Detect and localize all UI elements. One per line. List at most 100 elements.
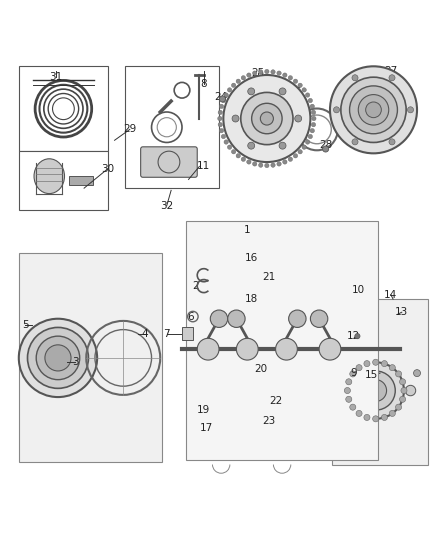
Ellipse shape bbox=[34, 159, 64, 193]
Circle shape bbox=[253, 161, 257, 166]
Circle shape bbox=[396, 404, 402, 410]
Bar bbox=[125, 66, 219, 188]
Circle shape bbox=[236, 79, 240, 83]
Circle shape bbox=[227, 145, 232, 149]
Circle shape bbox=[258, 70, 263, 74]
Circle shape bbox=[247, 73, 251, 77]
Bar bbox=[19, 151, 108, 210]
Circle shape bbox=[311, 110, 316, 115]
Circle shape bbox=[330, 66, 417, 154]
Circle shape bbox=[356, 365, 362, 370]
Circle shape bbox=[221, 99, 226, 103]
Circle shape bbox=[312, 116, 316, 120]
Circle shape bbox=[364, 414, 370, 421]
Circle shape bbox=[399, 396, 406, 402]
Text: 19: 19 bbox=[197, 405, 210, 415]
Circle shape bbox=[288, 76, 293, 80]
Circle shape bbox=[389, 139, 395, 145]
Circle shape bbox=[366, 102, 381, 118]
Circle shape bbox=[344, 387, 350, 393]
Circle shape bbox=[237, 338, 258, 360]
Circle shape bbox=[310, 104, 314, 109]
Text: 17: 17 bbox=[199, 423, 212, 433]
Circle shape bbox=[247, 160, 251, 164]
Circle shape bbox=[405, 385, 416, 396]
Circle shape bbox=[271, 163, 275, 167]
Text: 21: 21 bbox=[262, 272, 276, 282]
Text: 5: 5 bbox=[22, 320, 28, 330]
Text: 26: 26 bbox=[289, 87, 302, 98]
Circle shape bbox=[365, 379, 387, 401]
Circle shape bbox=[219, 96, 226, 102]
Circle shape bbox=[381, 414, 388, 421]
Circle shape bbox=[218, 116, 222, 120]
Circle shape bbox=[219, 128, 224, 133]
Text: 8: 8 bbox=[201, 79, 207, 88]
Text: 23: 23 bbox=[262, 416, 276, 426]
Circle shape bbox=[389, 75, 395, 81]
Text: 25: 25 bbox=[251, 68, 265, 78]
Circle shape bbox=[45, 345, 71, 371]
Circle shape bbox=[279, 142, 286, 149]
Circle shape bbox=[218, 110, 223, 115]
Circle shape bbox=[401, 387, 407, 393]
Circle shape bbox=[219, 104, 224, 109]
Text: 22: 22 bbox=[269, 397, 282, 407]
Circle shape bbox=[350, 86, 397, 134]
Circle shape bbox=[346, 396, 352, 402]
Text: 20: 20 bbox=[254, 364, 267, 374]
Circle shape bbox=[298, 150, 302, 154]
Circle shape bbox=[310, 128, 314, 133]
Circle shape bbox=[396, 371, 402, 377]
Circle shape bbox=[232, 115, 239, 122]
Circle shape bbox=[293, 154, 298, 158]
Text: 29: 29 bbox=[123, 124, 136, 134]
Circle shape bbox=[283, 73, 287, 77]
Text: 12: 12 bbox=[347, 331, 360, 341]
Circle shape bbox=[373, 416, 379, 422]
Circle shape bbox=[265, 163, 269, 168]
Text: 9: 9 bbox=[350, 368, 357, 378]
Circle shape bbox=[252, 103, 282, 134]
Circle shape bbox=[228, 310, 245, 327]
Circle shape bbox=[279, 88, 286, 95]
Text: 1: 1 bbox=[244, 224, 251, 235]
Circle shape bbox=[223, 75, 311, 162]
Text: 6: 6 bbox=[187, 312, 194, 321]
Circle shape bbox=[224, 140, 228, 144]
Circle shape bbox=[276, 338, 297, 360]
Circle shape bbox=[248, 142, 254, 149]
Circle shape bbox=[350, 371, 356, 377]
Circle shape bbox=[399, 379, 406, 385]
Circle shape bbox=[288, 157, 293, 161]
Circle shape bbox=[265, 69, 269, 74]
Text: 7: 7 bbox=[163, 329, 170, 339]
Circle shape bbox=[248, 88, 254, 95]
Circle shape bbox=[322, 146, 328, 152]
Circle shape bbox=[277, 71, 281, 75]
Circle shape bbox=[218, 123, 223, 127]
Text: 18: 18 bbox=[245, 294, 258, 304]
Circle shape bbox=[19, 319, 97, 397]
Circle shape bbox=[381, 361, 388, 367]
Circle shape bbox=[305, 93, 310, 97]
Circle shape bbox=[356, 410, 362, 416]
Text: 16: 16 bbox=[245, 253, 258, 263]
Circle shape bbox=[373, 359, 379, 365]
Text: 13: 13 bbox=[395, 307, 408, 317]
Circle shape bbox=[389, 365, 396, 370]
Circle shape bbox=[413, 370, 420, 377]
Circle shape bbox=[231, 83, 236, 87]
Circle shape bbox=[311, 123, 316, 127]
Circle shape bbox=[241, 157, 246, 161]
Text: 10: 10 bbox=[352, 286, 365, 295]
Circle shape bbox=[258, 163, 263, 167]
Bar bbox=[186, 221, 378, 460]
Circle shape bbox=[253, 71, 257, 75]
Text: 32: 32 bbox=[160, 200, 173, 211]
Text: 27: 27 bbox=[384, 66, 398, 76]
Circle shape bbox=[333, 107, 339, 113]
Circle shape bbox=[224, 93, 228, 97]
Circle shape bbox=[241, 76, 246, 80]
Circle shape bbox=[210, 310, 228, 327]
